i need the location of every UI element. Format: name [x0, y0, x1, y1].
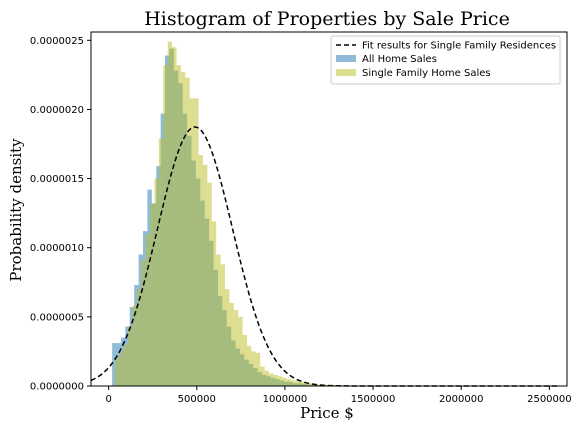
y-tick-label: 0.0000020: [30, 105, 84, 116]
y-axis-label: Probability density: [7, 138, 25, 282]
single-family-bar: [273, 374, 278, 386]
single-family-bar: [308, 383, 314, 386]
legend-box: [330, 35, 561, 85]
single-family-bar: [207, 182, 212, 386]
single-family-bar: [286, 379, 292, 386]
y-tick-label: 0.0000010: [30, 243, 84, 254]
single-family-bar: [317, 384, 322, 386]
x-tick-label: 2500000: [527, 394, 572, 405]
legend-all-label: All Home Sales: [362, 54, 437, 65]
single-family-bar: [150, 203, 155, 386]
single-family-bar: [163, 65, 168, 386]
single-family-bar: [242, 334, 248, 386]
x-axis-ticks: 0 500000 1000000 1500000 2000000 2500000: [105, 386, 572, 405]
x-tick-label: 1000000: [263, 394, 308, 405]
single-family-bar: [158, 138, 164, 386]
single-family-bar: [180, 72, 186, 386]
single-family-bar: [119, 351, 124, 386]
single-family-bar: [291, 380, 296, 386]
single-family-bar: [233, 309, 239, 386]
single-family-bar: [176, 65, 181, 386]
legend: Fit results for Single Family Residences…: [330, 35, 561, 85]
single-family-bar: [154, 178, 159, 386]
single-family-bar: [194, 98, 199, 387]
single-family-bar: [128, 326, 133, 386]
y-tick-label: 0.0000025: [30, 36, 84, 47]
single-family-bar: [295, 381, 300, 386]
single-family-bar: [247, 345, 252, 386]
single-family-bar: [260, 366, 265, 386]
plot-area: [90, 31, 568, 387]
axes-frame: [90, 31, 568, 387]
single-family-bar: [224, 289, 230, 386]
single-family-bar: [114, 358, 120, 386]
single-family-bar: [123, 344, 129, 386]
single-family-bar: [282, 377, 287, 386]
single-family-bars: [114, 41, 560, 387]
legend-all-swatch: [336, 55, 356, 62]
y-tick-label: 0.0000005: [30, 312, 84, 323]
single-family-bar: [220, 264, 225, 386]
chart-title: Histogram of Properties by Sale Price: [144, 8, 510, 30]
all-home-sales-bar: [112, 343, 117, 386]
y-tick-label: 0.0000015: [30, 174, 84, 185]
single-family-bar: [132, 305, 137, 386]
y-tick-label: 0.0000000: [30, 382, 84, 393]
x-tick-label: 0: [105, 394, 111, 405]
single-family-bar: [264, 370, 270, 386]
single-family-bar: [198, 155, 203, 386]
legend-sfh-swatch: [336, 69, 356, 76]
single-family-bar: [167, 41, 173, 387]
single-family-bar: [304, 382, 309, 386]
single-family-bar: [185, 77, 190, 386]
single-family-bar: [229, 303, 234, 386]
single-family-bar: [189, 98, 195, 387]
y-axis-ticks: 0.0000000 0.0000005 0.0000010 0.0000015 0.00…: [30, 36, 91, 393]
single-family-bar: [216, 254, 221, 386]
single-family-bar: [255, 352, 261, 386]
single-family-bar: [238, 316, 243, 386]
legend-sfh-label: Single Family Home Sales: [362, 68, 491, 79]
single-family-bar: [141, 260, 146, 386]
single-family-bar: [299, 381, 305, 386]
single-family-bar: [211, 221, 217, 386]
single-family-bar: [251, 351, 256, 386]
legend-fit-label: Fit results for Single Family Residences: [362, 41, 556, 52]
single-family-bar: [136, 289, 142, 386]
single-family-bar: [277, 376, 283, 386]
single-family-bar: [269, 373, 274, 386]
x-tick-label: 500000: [178, 394, 216, 405]
x-tick-label: 1500000: [351, 394, 396, 405]
single-family-bar: [202, 164, 208, 386]
x-axis-label: Price $: [300, 404, 354, 422]
single-family-bar: [145, 233, 151, 386]
x-tick-label: 2000000: [439, 394, 484, 405]
single-family-bar: [172, 47, 177, 387]
